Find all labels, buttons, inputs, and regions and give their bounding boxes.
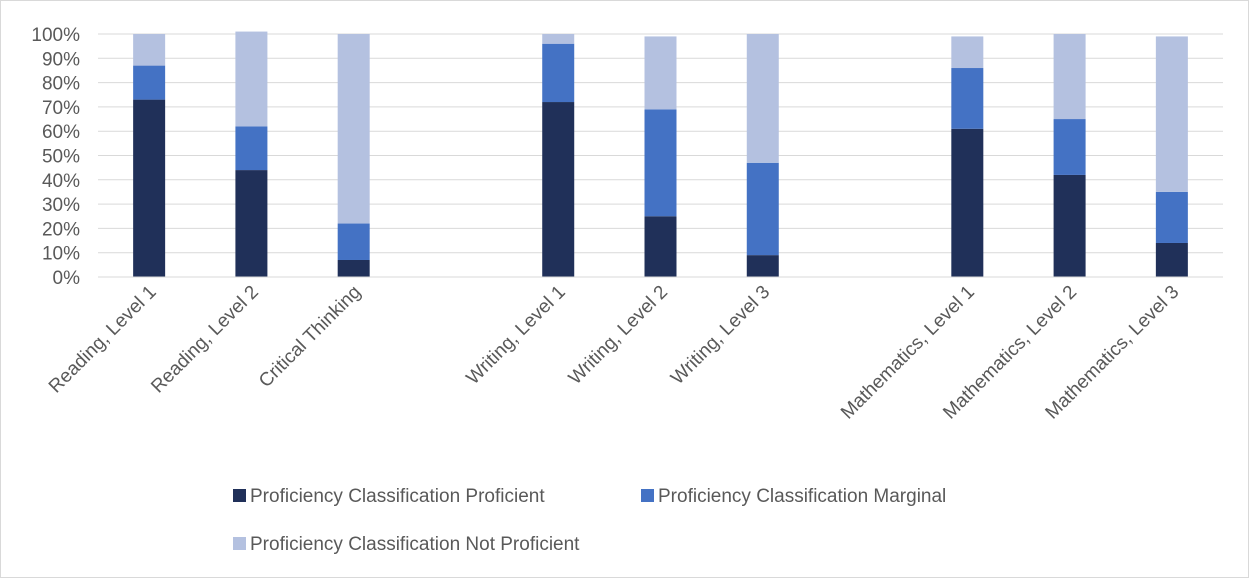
bars xyxy=(133,31,1188,277)
bar-segment xyxy=(746,34,779,163)
x-category-label: Writing, Level 2 xyxy=(565,282,672,389)
legend-label: Proficiency Classification Not Proficien… xyxy=(250,534,580,555)
bar-segment xyxy=(1155,242,1188,277)
bar-segment xyxy=(542,34,575,44)
y-tick-label: 0% xyxy=(53,268,81,289)
legend-swatch xyxy=(641,489,654,502)
bar-segment xyxy=(542,43,575,103)
bar-segment xyxy=(337,259,370,277)
bar-segment xyxy=(746,162,779,256)
y-tick-label: 90% xyxy=(42,49,80,70)
bar-segment xyxy=(951,128,984,277)
legend: Proficiency Classification Proficient Pro… xyxy=(233,486,946,555)
y-tick-label: 80% xyxy=(42,74,80,95)
bar-segment xyxy=(235,31,268,127)
x-category-label: Reading, Level 1 xyxy=(45,282,161,398)
y-tick-label: 40% xyxy=(42,171,80,192)
x-category-label: Writing, Level 3 xyxy=(667,282,774,389)
bar-segment xyxy=(133,34,166,66)
x-category-label: Reading, Level 2 xyxy=(147,282,263,398)
legend-swatch xyxy=(233,489,246,502)
x-category-label: Writing, Level 1 xyxy=(463,282,570,389)
bar-segment xyxy=(1155,191,1188,243)
bar-segment xyxy=(133,65,166,100)
y-tick-label: 100% xyxy=(31,25,80,46)
y-tick-label: 20% xyxy=(42,219,80,240)
bar-segment xyxy=(542,102,575,277)
bar-segment xyxy=(337,34,370,224)
bar-segment xyxy=(644,36,677,110)
bar-segment xyxy=(951,36,984,69)
bar-segment xyxy=(1053,119,1086,175)
legend-label: Proficiency Classification Proficient xyxy=(250,486,545,507)
bar-segment xyxy=(1155,36,1188,192)
bar-segment xyxy=(133,99,166,277)
bar-segment xyxy=(235,170,268,277)
bar-segment xyxy=(951,68,984,129)
legend-label: Proficiency Classification Marginal xyxy=(658,486,946,507)
bar-segment xyxy=(644,216,677,277)
y-tick-label: 70% xyxy=(42,98,80,119)
y-tick-label: 50% xyxy=(42,147,80,168)
y-axis-tick-labels: 0% 10% 20% 30% 40% 50% 60% 70% 80% 90% 100% xyxy=(31,25,80,289)
bar-segment xyxy=(337,223,370,260)
y-tick-label: 10% xyxy=(42,244,80,265)
bar-segment xyxy=(644,109,677,217)
y-tick-label: 30% xyxy=(42,195,80,216)
bar-segment xyxy=(746,255,779,277)
legend-swatch xyxy=(233,537,246,550)
y-tick-label: 60% xyxy=(42,122,80,143)
bar-segment xyxy=(1053,174,1086,277)
x-category-label: Critical Thinking xyxy=(255,282,365,392)
bar-segment xyxy=(1053,34,1086,120)
bar-segment xyxy=(235,126,268,171)
